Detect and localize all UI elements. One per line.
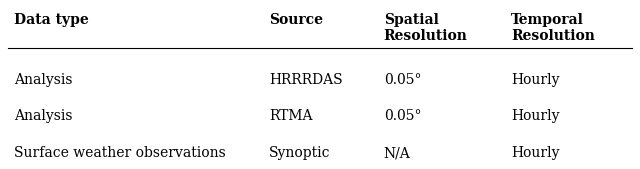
Text: Source: Source [269, 13, 323, 27]
Text: Analysis: Analysis [14, 110, 72, 123]
Text: Data type: Data type [14, 13, 89, 27]
Text: 0.05°: 0.05° [384, 110, 421, 123]
Text: N/A: N/A [384, 146, 410, 160]
Text: RTMA: RTMA [269, 110, 312, 123]
Text: Hourly: Hourly [511, 146, 559, 160]
Text: Spatial
Resolution: Spatial Resolution [384, 13, 468, 43]
Text: Surface weather observations: Surface weather observations [14, 146, 226, 160]
Text: Temporal
Resolution: Temporal Resolution [511, 13, 595, 43]
Text: Hourly: Hourly [511, 73, 559, 87]
Text: 0.05°: 0.05° [384, 73, 421, 87]
Text: Analysis: Analysis [14, 73, 72, 87]
Text: Synoptic: Synoptic [269, 146, 330, 160]
Text: HRRRDAS: HRRRDAS [269, 73, 342, 87]
Text: Hourly: Hourly [511, 110, 559, 123]
